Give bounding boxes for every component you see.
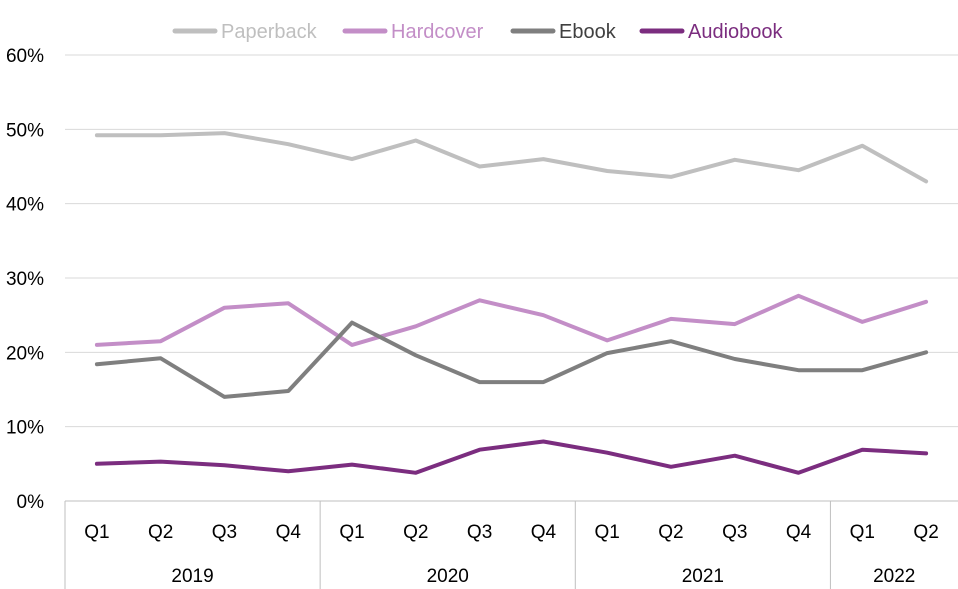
y-tick-label: 50% <box>6 120 44 141</box>
x-tick-label: Q2 <box>658 522 683 543</box>
x-tick-label: Q1 <box>850 522 875 543</box>
year-group-label: 2020 <box>427 566 469 587</box>
legend-label-ebook: Ebook <box>559 21 617 43</box>
y-tick-label: 0% <box>17 492 45 513</box>
y-tick-label: 60% <box>6 46 44 67</box>
year-group-label: 2021 <box>682 566 724 587</box>
series-line-ebook <box>94 320 929 399</box>
legend-label-paperback: Paperback <box>221 21 318 43</box>
x-tick-label: Q2 <box>148 522 173 543</box>
x-tick-label: Q3 <box>467 522 492 543</box>
year-group-label: 2022 <box>873 566 915 587</box>
x-tick-label: Q3 <box>722 522 747 543</box>
legend-label-audiobook: Audiobook <box>688 21 784 43</box>
series-line-hardcover <box>94 293 929 347</box>
x-tick-label: Q4 <box>786 522 812 543</box>
x-tick-label: Q1 <box>594 522 619 543</box>
x-tick-label: Q3 <box>212 522 237 543</box>
x-tick-label: Q4 <box>531 522 557 543</box>
x-tick-label: Q1 <box>339 522 364 543</box>
series-lines <box>94 131 929 475</box>
x-axis: Q1 Q2 Q3 Q4 Q1 Q2 Q3 Q4 Q1 Q2 Q3 Q4 Q1 Q2 2019 2020 2021… <box>64 500 958 589</box>
y-tick-label: 10% <box>6 418 44 439</box>
gridlines <box>65 54 958 428</box>
y-axis-ticks: 0% 10% 20% 30% 40% 50% 60% <box>6 46 44 513</box>
series-line-audiobook <box>94 439 929 475</box>
x-tick-label: Q2 <box>913 522 938 543</box>
year-group-label: 2019 <box>171 566 213 587</box>
y-tick-label: 30% <box>6 269 44 290</box>
x-tick-label: Q1 <box>84 522 109 543</box>
legend: Paperback Hardcover Ebook Audiobook <box>172 21 784 43</box>
legend-label-hardcover: Hardcover <box>391 21 484 43</box>
y-tick-label: 20% <box>6 343 44 364</box>
series-line-paperback <box>94 131 929 184</box>
x-tick-label: Q4 <box>276 522 302 543</box>
y-tick-label: 40% <box>6 195 44 216</box>
x-tick-label: Q2 <box>403 522 428 543</box>
